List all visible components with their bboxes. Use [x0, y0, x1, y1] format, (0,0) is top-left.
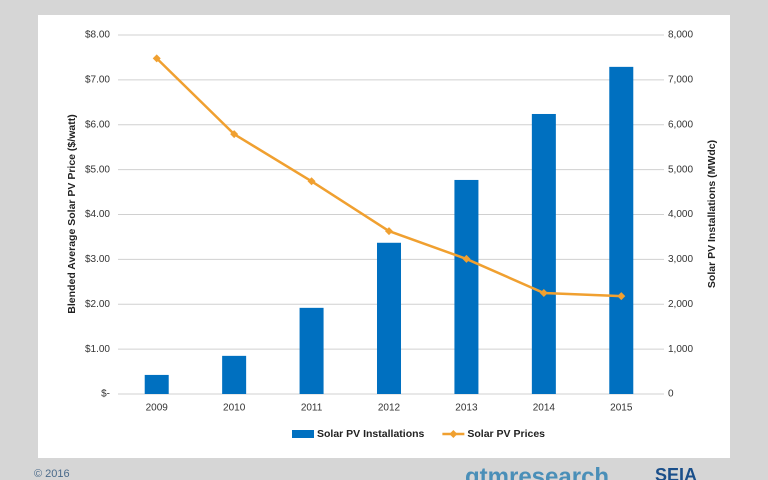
y2-tick-label: 2,000 — [668, 299, 693, 310]
line-marker — [385, 227, 393, 236]
line-marker — [230, 130, 239, 139]
y-tick-label: $4.00 — [85, 209, 110, 220]
y-tick-label: $1.00 — [85, 344, 110, 355]
x-tick-label: 2010 — [223, 403, 246, 414]
y-tick-label: $6.00 — [85, 119, 110, 130]
legend-swatch — [449, 430, 458, 438]
y-tick-label: $- — [101, 389, 110, 400]
bar — [454, 179, 479, 394]
copyright: © 2016 — [34, 468, 70, 480]
legend-swatch — [292, 430, 314, 438]
y2-tick-label: 6,000 — [668, 119, 693, 130]
y-axis-title: Blended Average Solar PV Price ($/watt) — [66, 114, 78, 313]
line-marker — [462, 254, 471, 263]
y2-tick-label: 4,000 — [668, 209, 693, 220]
bar — [222, 355, 247, 394]
line-marker — [539, 289, 548, 298]
bar — [609, 66, 634, 394]
y-tick-label: $8.00 — [85, 30, 110, 41]
legend-label: Solar PV Prices — [467, 428, 545, 440]
y-tick-label: $3.00 — [85, 254, 110, 265]
logo-text: SEIA — [655, 465, 697, 480]
bar — [144, 374, 169, 394]
line-marker — [152, 54, 161, 63]
x-tick-label: 2011 — [301, 403, 323, 414]
x-tick-label: 2013 — [455, 403, 478, 414]
y2-tick-label: 3,000 — [668, 254, 693, 265]
y-tick-label: $2.00 — [85, 299, 110, 310]
legend-label: Solar PV Installations — [317, 428, 425, 440]
x-tick-label: 2015 — [610, 403, 633, 414]
bar — [299, 307, 324, 394]
bar — [376, 242, 402, 394]
x-tick-label: 2009 — [146, 403, 169, 414]
y2-axis-title: Solar PV Installations (MWdc) — [706, 140, 718, 288]
line-marker — [617, 292, 626, 301]
y2-tick-label: 7,000 — [668, 75, 693, 86]
y2-tick-label: 0 — [668, 389, 674, 400]
logo-text: gtmresearch — [465, 463, 609, 480]
y-tick-label: $7.00 — [85, 75, 110, 86]
bar — [531, 113, 556, 394]
x-tick-label: 2012 — [378, 403, 401, 414]
y2-tick-label: 5,000 — [668, 164, 693, 175]
y-tick-label: $5.00 — [85, 164, 110, 175]
line-marker — [307, 177, 316, 186]
y2-tick-label: 1,000 — [668, 344, 693, 355]
x-tick-label: 2014 — [533, 403, 556, 414]
y2-tick-label: 8,000 — [668, 30, 693, 41]
